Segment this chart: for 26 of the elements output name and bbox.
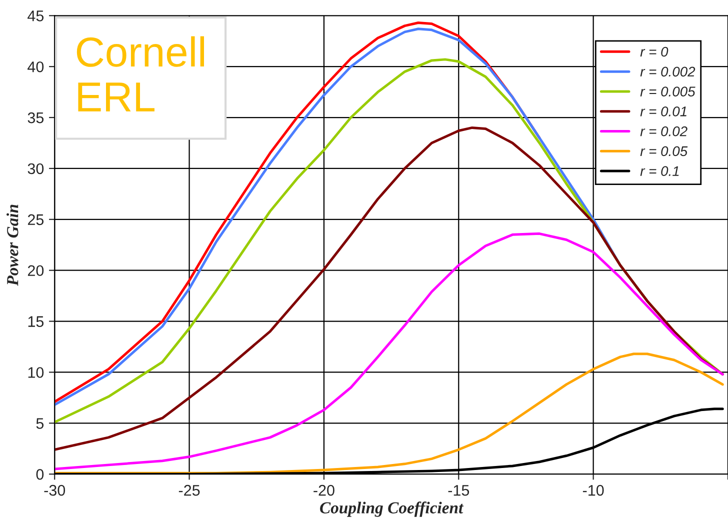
legend-label: r = 0.005 bbox=[640, 86, 696, 96]
line-series bbox=[54, 232, 724, 470]
y-tick-label: 35 bbox=[28, 112, 44, 124]
x-tick-label: -30 bbox=[44, 484, 66, 496]
legend-label: r = 0.02 bbox=[640, 126, 688, 136]
legend-label: r = 0.1 bbox=[640, 166, 679, 176]
annotation: Cornell ERL bbox=[76, 36, 204, 112]
legend-label: r = 0 bbox=[640, 46, 668, 57]
y-tick-label: 30 bbox=[28, 163, 44, 174]
x-axis-title: Coupling Coefficient bbox=[320, 502, 464, 517]
legend-label: r = 0.05 bbox=[640, 146, 688, 156]
y-tick-label: 15 bbox=[28, 316, 44, 327]
y-tick-label: 45 bbox=[28, 10, 44, 22]
y-tick-label: 5 bbox=[36, 418, 44, 429]
y-tick-label: 20 bbox=[28, 265, 44, 276]
y-tick-label: 10 bbox=[28, 367, 44, 378]
legend-label: r = 0.002 bbox=[640, 66, 696, 77]
y-tick-label: 40 bbox=[28, 61, 44, 72]
x-tick-label: -10 bbox=[582, 484, 604, 496]
x-tick-label: -20 bbox=[314, 484, 334, 496]
x-tick-label: -15 bbox=[448, 485, 470, 496]
legend-label: r = 0.01 bbox=[640, 106, 686, 116]
x-tick-label: -25 bbox=[178, 484, 200, 496]
y-tick-label: 0 bbox=[36, 468, 44, 480]
y-axis-title: Power Gain bbox=[6, 204, 18, 286]
y-tick-label: 25 bbox=[28, 214, 44, 226]
